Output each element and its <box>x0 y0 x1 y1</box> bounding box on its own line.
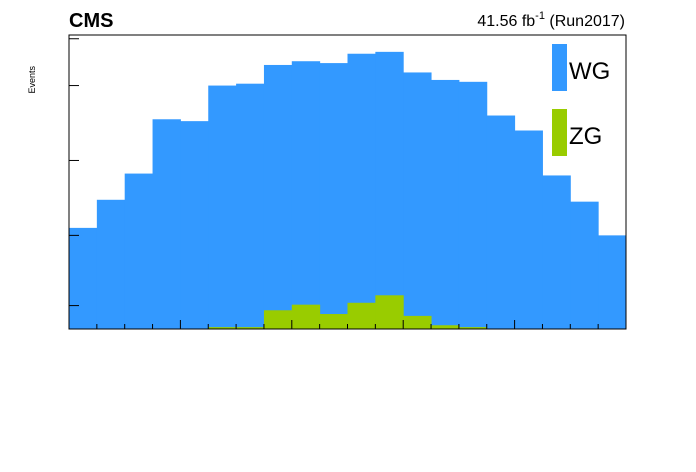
bar-zg-8 <box>291 304 321 329</box>
legend-swatch-wg <box>552 44 567 91</box>
bar-zg-5 <box>208 327 237 329</box>
bar-wg-10 <box>347 53 376 329</box>
bar-wg-1 <box>96 199 126 329</box>
bar-wg-18 <box>570 201 599 329</box>
bar-wg-13 <box>431 79 460 329</box>
experiment-label: CMS <box>69 10 113 32</box>
bar-wg-11 <box>375 51 404 329</box>
bar-wg-3 <box>152 119 181 330</box>
bar-wg-4 <box>180 121 209 329</box>
y-axis-label: Events <box>27 66 37 94</box>
bar-wg-0 <box>69 227 98 329</box>
bar-wg-19 <box>598 235 627 329</box>
bar-zg-12 <box>403 315 432 329</box>
bar-wg-12 <box>403 72 432 329</box>
bar-zg-9 <box>319 314 348 329</box>
lumi-run: (Run2017) <box>545 13 625 30</box>
bar-zg-14 <box>458 327 488 329</box>
bar-zg-10 <box>347 302 376 329</box>
luminosity-label: 41.56 fb-1 (Run2017) <box>477 10 625 30</box>
legend-label-wg: WG <box>569 58 610 85</box>
bar-wg-2 <box>124 173 154 329</box>
bar-zg-11 <box>375 295 404 329</box>
legend-label-zg: ZG <box>569 123 602 150</box>
legend: WG ZG <box>552 44 610 156</box>
bar-zg-6 <box>236 327 265 329</box>
bar-zg-13 <box>431 325 460 329</box>
bar-wg-9 <box>319 63 348 330</box>
legend-swatch-zg <box>552 109 567 156</box>
bar-wg-14 <box>458 81 488 329</box>
lumi-exponent: -1 <box>535 10 545 22</box>
bar-wg-17 <box>542 175 571 329</box>
bar-wg-15 <box>486 115 516 330</box>
lumi-value: 41.56 fb <box>477 13 535 30</box>
bar-wg-5 <box>208 85 237 329</box>
bar-wg-7 <box>263 64 293 330</box>
axes-layer <box>68 34 627 330</box>
bars-layer <box>69 51 627 330</box>
bar-wg-6 <box>236 83 265 329</box>
bar-wg-16 <box>514 130 543 329</box>
bar-zg-7 <box>263 310 293 329</box>
bar-wg-8 <box>291 61 321 329</box>
